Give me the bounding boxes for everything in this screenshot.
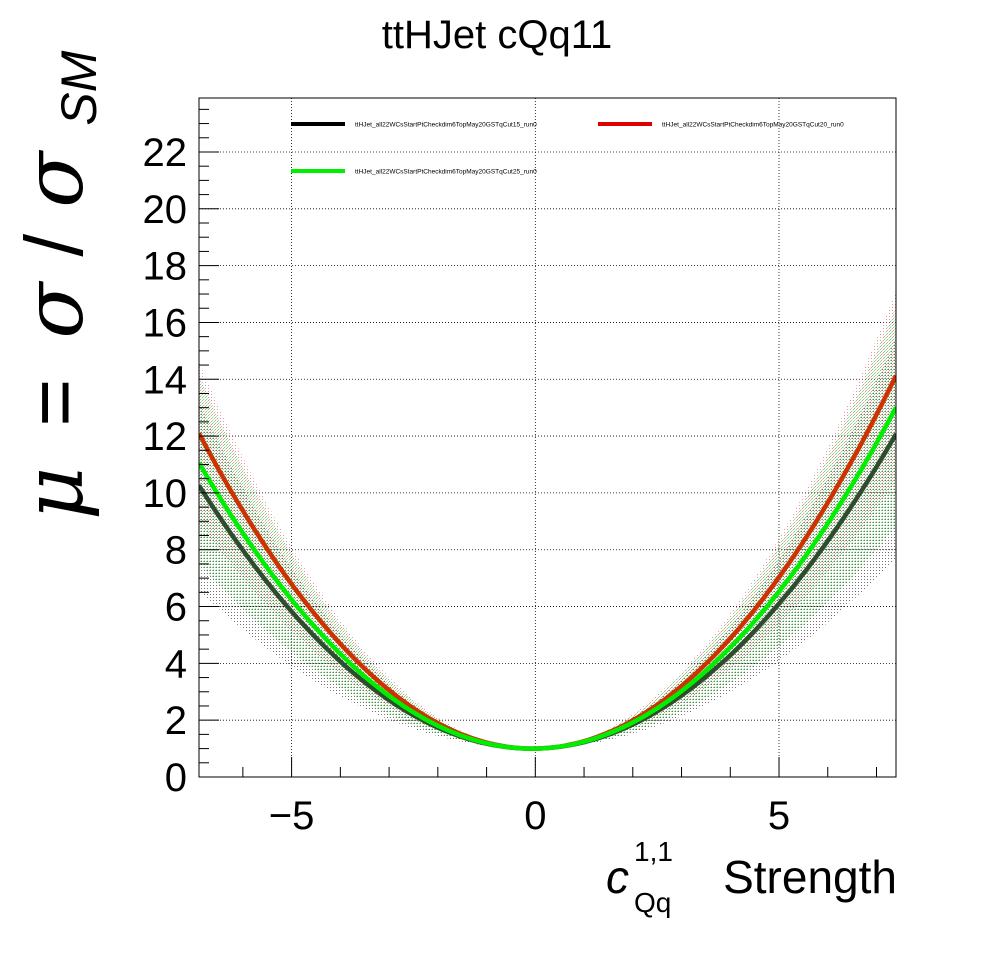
x-tick-label: −5	[269, 794, 315, 838]
band-2	[199, 291, 896, 749]
y-axis-slash: /	[9, 234, 100, 257]
y-tick-label: 14	[143, 358, 188, 402]
legend-label: ttHJet_all22WCsStartPtCheckdim6TopMay20G…	[355, 122, 537, 129]
x-axis-text: Strength	[723, 851, 897, 903]
y-tick-label: 20	[143, 188, 188, 232]
x-tick-label: 0	[524, 794, 546, 838]
legend-label: ttHJet_all22WCsStartPtCheckdim6TopMay20G…	[662, 122, 844, 129]
y-tick-label: 12	[143, 415, 188, 459]
series-line-2	[199, 374, 896, 751]
x-axis-subscript: Qq	[634, 887, 671, 918]
chart-title: ttHJet cQq11	[382, 13, 612, 57]
y-tick-label: 2	[165, 699, 187, 743]
y-tick-label: 18	[143, 245, 188, 289]
svg-text:μ = σ /: μ = σ / σ SM	[7, 50, 107, 520]
y-axis-sigma2: σ	[7, 150, 102, 208]
y-axis-subscript: SM	[51, 50, 107, 125]
y-tick-label: 0	[165, 756, 187, 800]
y-axis-label: μ = σ / σ SM	[7, 50, 107, 520]
plot-frame	[198, 97, 897, 778]
x-axis-label: c 1,1 Qq Strength	[606, 836, 897, 918]
legend: ttHJet_all22WCsStartPtCheckdim6TopMay20G…	[291, 122, 844, 176]
legend-label: ttHJet_all22WCsStartPtCheckdim6TopMay20G…	[355, 169, 537, 176]
y-tick-label: 22	[143, 131, 188, 175]
y-tick-label: 4	[165, 642, 187, 686]
y-tick-label: 10	[143, 472, 188, 516]
legend-entry-1: ttHJet_all22WCsStartPtCheckdim6TopMay20G…	[291, 122, 537, 129]
uncertainty-bands	[199, 291, 896, 749]
series-lines	[199, 374, 896, 751]
series-line-3	[199, 406, 896, 751]
y-tick-label: 8	[165, 529, 187, 573]
band-3	[199, 306, 896, 749]
axes: −5 0 5 0 2 4 6 8 10 12 14 16 18 20 22	[143, 108, 878, 838]
x-tick-label: 5	[768, 794, 790, 838]
x-axis-superscript: 1,1	[634, 836, 673, 867]
y-tick-label: 16	[143, 301, 188, 345]
legend-entry-3: ttHJet_all22WCsStartPtCheckdim6TopMay20G…	[291, 169, 537, 176]
y-axis-equals: =	[9, 379, 100, 427]
legend-entry-2: ttHJet_all22WCsStartPtCheckdim6TopMay20G…	[598, 122, 844, 129]
grid	[199, 98, 896, 777]
y-axis-mu: μ	[7, 467, 102, 520]
y-axis-sigma: σ	[7, 281, 102, 339]
y-tick-label: 6	[165, 586, 187, 630]
x-axis-symbol: c	[606, 851, 629, 903]
